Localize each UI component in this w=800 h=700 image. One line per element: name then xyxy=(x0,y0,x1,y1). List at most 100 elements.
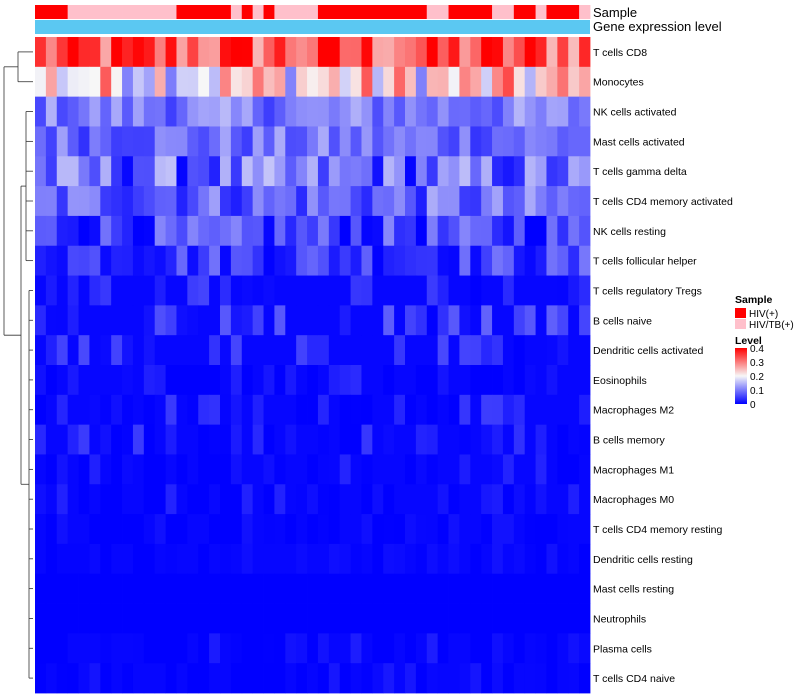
heatmap-cell xyxy=(372,126,384,157)
heatmap-cell xyxy=(78,126,90,157)
heatmap-cell xyxy=(372,394,384,426)
heatmap-cell xyxy=(143,514,156,545)
heatmap-cell xyxy=(405,335,417,366)
heatmap-cell xyxy=(111,66,123,98)
heatmap-cell xyxy=(568,275,580,306)
heatmap-cell xyxy=(426,66,439,98)
heatmap-cell xyxy=(307,305,319,336)
heatmap-cell xyxy=(437,335,449,366)
heatmap-cell xyxy=(252,484,264,515)
heatmap-cell xyxy=(296,335,308,366)
heatmap-cell xyxy=(89,186,101,217)
heatmap-cell xyxy=(317,573,330,604)
heatmap-cell xyxy=(546,543,558,575)
heatmap-cell xyxy=(492,96,504,127)
heatmap-cell xyxy=(383,663,395,694)
heatmap-cell xyxy=(415,424,428,455)
heatmap-cell xyxy=(568,424,580,455)
sample-annotation-cell xyxy=(470,5,482,19)
heatmap-cell xyxy=(187,126,199,157)
heatmap-cell xyxy=(285,514,297,545)
heatmap-cell xyxy=(165,335,177,366)
heatmap-cell xyxy=(339,156,351,187)
heatmap-cell xyxy=(372,454,384,485)
heatmap-cell xyxy=(220,424,232,455)
heatmap-cell xyxy=(546,603,558,634)
heatmap-cell xyxy=(35,484,47,515)
legend-tick-label: 0.1 xyxy=(750,386,764,397)
heatmap-cell xyxy=(513,215,526,247)
heatmap-cell xyxy=(426,335,439,366)
heatmap-cell xyxy=(405,424,417,455)
heatmap-cell xyxy=(296,156,308,187)
sample-annotation-cell xyxy=(187,5,199,19)
heatmap-cell xyxy=(35,156,47,187)
heatmap-cell xyxy=(557,633,569,664)
heatmap-cell xyxy=(502,365,515,396)
heatmap-cell xyxy=(296,365,308,396)
heatmap-cell xyxy=(165,424,177,455)
heatmap-cell xyxy=(296,245,308,276)
heatmap-cell xyxy=(111,156,123,187)
heatmap-cell xyxy=(45,66,58,98)
sample-annotation-cell xyxy=(220,5,232,19)
heatmap-cell xyxy=(546,454,558,485)
heatmap-cell xyxy=(448,543,460,575)
row-label: Dendritic cells resting xyxy=(593,554,693,566)
heatmap-cell xyxy=(513,126,526,157)
heatmap-cell xyxy=(437,543,449,575)
heatmap-cell xyxy=(252,663,264,694)
expression-level-track xyxy=(35,20,590,34)
heatmap-cell xyxy=(252,245,264,276)
heatmap-cell xyxy=(405,126,417,157)
heatmap-cell xyxy=(492,245,504,276)
heatmap-cell xyxy=(513,633,526,664)
heatmap-cell xyxy=(328,543,341,575)
heatmap-cell xyxy=(220,514,232,545)
heatmap-cell xyxy=(89,543,101,575)
heatmap-cell xyxy=(187,37,199,68)
heatmap-cell xyxy=(230,424,243,455)
heatmap-cell xyxy=(274,394,286,426)
heatmap-cell xyxy=(154,573,166,604)
heatmap-cell xyxy=(361,365,373,396)
heatmap-cell xyxy=(470,454,482,485)
heatmap-cell xyxy=(579,424,591,455)
heatmap-cell xyxy=(241,484,254,515)
heatmap-cell xyxy=(502,573,515,604)
heatmap-cell xyxy=(339,186,351,217)
heatmap-cell xyxy=(220,275,232,306)
heatmap-cell xyxy=(405,245,417,276)
heatmap-cell xyxy=(89,37,101,68)
heatmap-cell xyxy=(502,96,515,127)
heatmap-cell xyxy=(154,603,166,634)
heatmap-cell xyxy=(339,66,351,98)
heatmap-cell xyxy=(132,335,145,366)
heatmap-cell xyxy=(535,424,547,455)
heatmap-cell xyxy=(209,633,221,664)
heatmap-cell xyxy=(524,633,536,664)
heatmap-cell xyxy=(187,96,199,127)
heatmap-cell xyxy=(513,156,526,187)
heatmap-cell xyxy=(470,156,482,187)
sample-annotation-cell xyxy=(339,5,351,19)
heatmap-cell xyxy=(307,245,319,276)
heatmap-cell xyxy=(230,126,243,157)
heatmap-cell xyxy=(154,215,166,247)
heatmap-cell xyxy=(317,484,330,515)
heatmap-cell xyxy=(437,663,449,694)
heatmap-cell xyxy=(78,543,90,575)
heatmap-cell xyxy=(111,394,123,426)
heatmap-cell xyxy=(307,365,319,396)
heatmap-cell xyxy=(481,66,493,98)
heatmap-cell xyxy=(546,633,558,664)
heatmap-cell xyxy=(241,96,254,127)
heatmap-cell xyxy=(307,633,319,664)
heatmap-cell xyxy=(524,215,536,247)
heatmap-cell xyxy=(285,454,297,485)
heatmap-cell xyxy=(100,126,112,157)
heatmap-cell xyxy=(252,275,264,306)
heatmap-cell xyxy=(317,424,330,455)
heatmap-cell xyxy=(78,573,90,604)
heatmap-cell xyxy=(296,96,308,127)
